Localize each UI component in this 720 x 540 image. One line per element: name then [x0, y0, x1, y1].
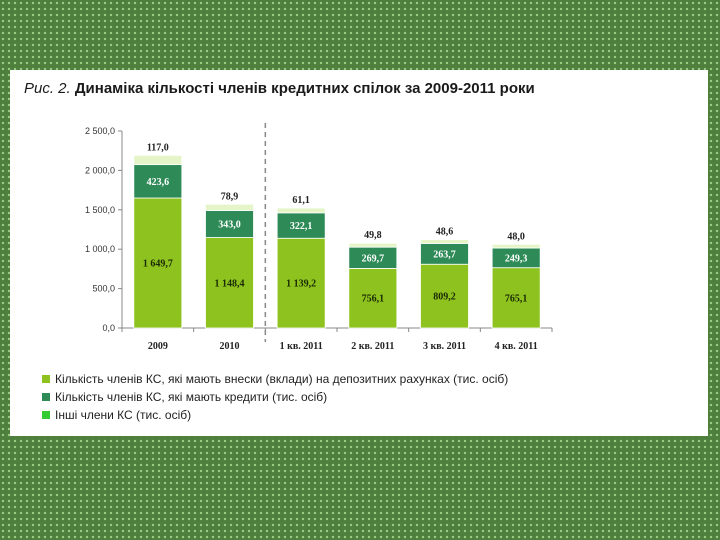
- figure-title: Рис. 2. Динаміка кількості членів кредит…: [24, 80, 535, 97]
- bar-segment: [133, 197, 183, 329]
- figure-panel: Рис. 2. Динаміка кількості членів кредит…: [10, 70, 708, 436]
- bar-segment: [491, 243, 541, 249]
- legend-label-others: Інші члени КС (тис. осіб): [55, 408, 192, 422]
- x-category-label: 3 кв. 2011: [423, 341, 466, 352]
- bar-segment: [348, 242, 398, 248]
- y-tick-label: 2 000,0: [85, 165, 115, 175]
- y-tick-label: 2 500,0: [85, 126, 115, 136]
- y-tick-label: 1 500,0: [85, 205, 115, 215]
- data-label: 269,7: [362, 253, 385, 264]
- data-label: 765,1: [505, 293, 528, 304]
- bar-segment: [205, 237, 254, 329]
- bar-segment: [133, 155, 183, 166]
- legend-swatch-credits: [42, 393, 50, 401]
- data-label: 809,2: [433, 292, 456, 303]
- figure-label: Рис. 2.: [24, 80, 71, 97]
- bar-segment: [205, 203, 254, 211]
- x-category-label: 2 кв. 2011: [351, 341, 394, 352]
- data-label: 1 649,7: [143, 259, 173, 270]
- data-label: 61,1: [292, 195, 310, 206]
- figure-title-text: Динаміка кількості членів кредитних спіл…: [74, 80, 535, 97]
- data-label: 1 148,4: [215, 278, 245, 289]
- x-category-label: 1 кв. 2011: [280, 341, 323, 352]
- legend-swatch-others: [42, 411, 50, 419]
- bar-segment: [276, 207, 326, 214]
- bar-segment: [420, 263, 469, 329]
- bar-segment: [420, 239, 469, 244]
- x-category-label: 2009: [148, 341, 168, 352]
- bar-segment: [133, 164, 183, 199]
- data-label: 1 139,2: [286, 279, 316, 290]
- data-label: 423,6: [147, 177, 170, 188]
- legend-item-deposits: Кількість членів КС, які мають внески (в…: [42, 372, 508, 386]
- bar-segment: [276, 237, 326, 329]
- data-label: 249,3: [505, 253, 528, 264]
- data-label: 322,1: [290, 221, 313, 232]
- data-label: 263,7: [433, 249, 456, 260]
- bar-segment: [276, 212, 326, 239]
- legend-item-credits: Кількість членів КС, які мають кредити (…: [42, 390, 327, 404]
- data-label: 49,8: [364, 230, 382, 241]
- y-tick-label: 0,0: [102, 323, 115, 333]
- data-label: 48,6: [436, 227, 454, 238]
- stacked-bar-chart: 0,0 500,0 1 000,0 1 500,0 2 000,0 2 500,0 1 64…: [85, 123, 553, 352]
- data-label: 117,0: [147, 142, 169, 153]
- y-tick-label: 500,0: [92, 284, 115, 294]
- bar-segment: [491, 267, 541, 329]
- legend-swatch-deposits: [42, 375, 50, 383]
- data-label: 48,0: [507, 231, 525, 242]
- x-category-label: 4 кв. 2011: [495, 341, 538, 352]
- data-label: 78,9: [221, 191, 239, 202]
- data-label: 756,1: [362, 294, 385, 305]
- legend-item-others: Інші члени КС (тис. осіб): [42, 408, 191, 422]
- data-label: 343,0: [218, 219, 241, 230]
- legend-label-deposits: Кількість членів КС, які мають внески (в…: [55, 372, 509, 386]
- x-category-label: 2010: [220, 341, 240, 352]
- y-tick-label: 1 000,0: [85, 244, 115, 254]
- bar-segment: [205, 210, 254, 238]
- legend-label-credits: Кількість членів КС, які мають кредити (…: [55, 390, 328, 404]
